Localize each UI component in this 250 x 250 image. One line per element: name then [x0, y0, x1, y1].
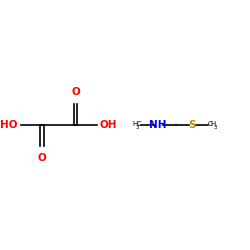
Text: H: H: [210, 120, 215, 126]
Text: HO: HO: [0, 120, 18, 130]
Text: 3: 3: [213, 125, 217, 130]
Text: C: C: [208, 120, 212, 126]
Text: C: C: [137, 120, 141, 126]
Text: O: O: [38, 153, 47, 163]
Text: S: S: [188, 120, 196, 130]
Text: NH: NH: [150, 120, 167, 130]
Text: H: H: [132, 120, 138, 126]
Text: OH: OH: [100, 120, 117, 130]
Text: 3: 3: [136, 125, 139, 130]
Text: O: O: [71, 87, 80, 97]
